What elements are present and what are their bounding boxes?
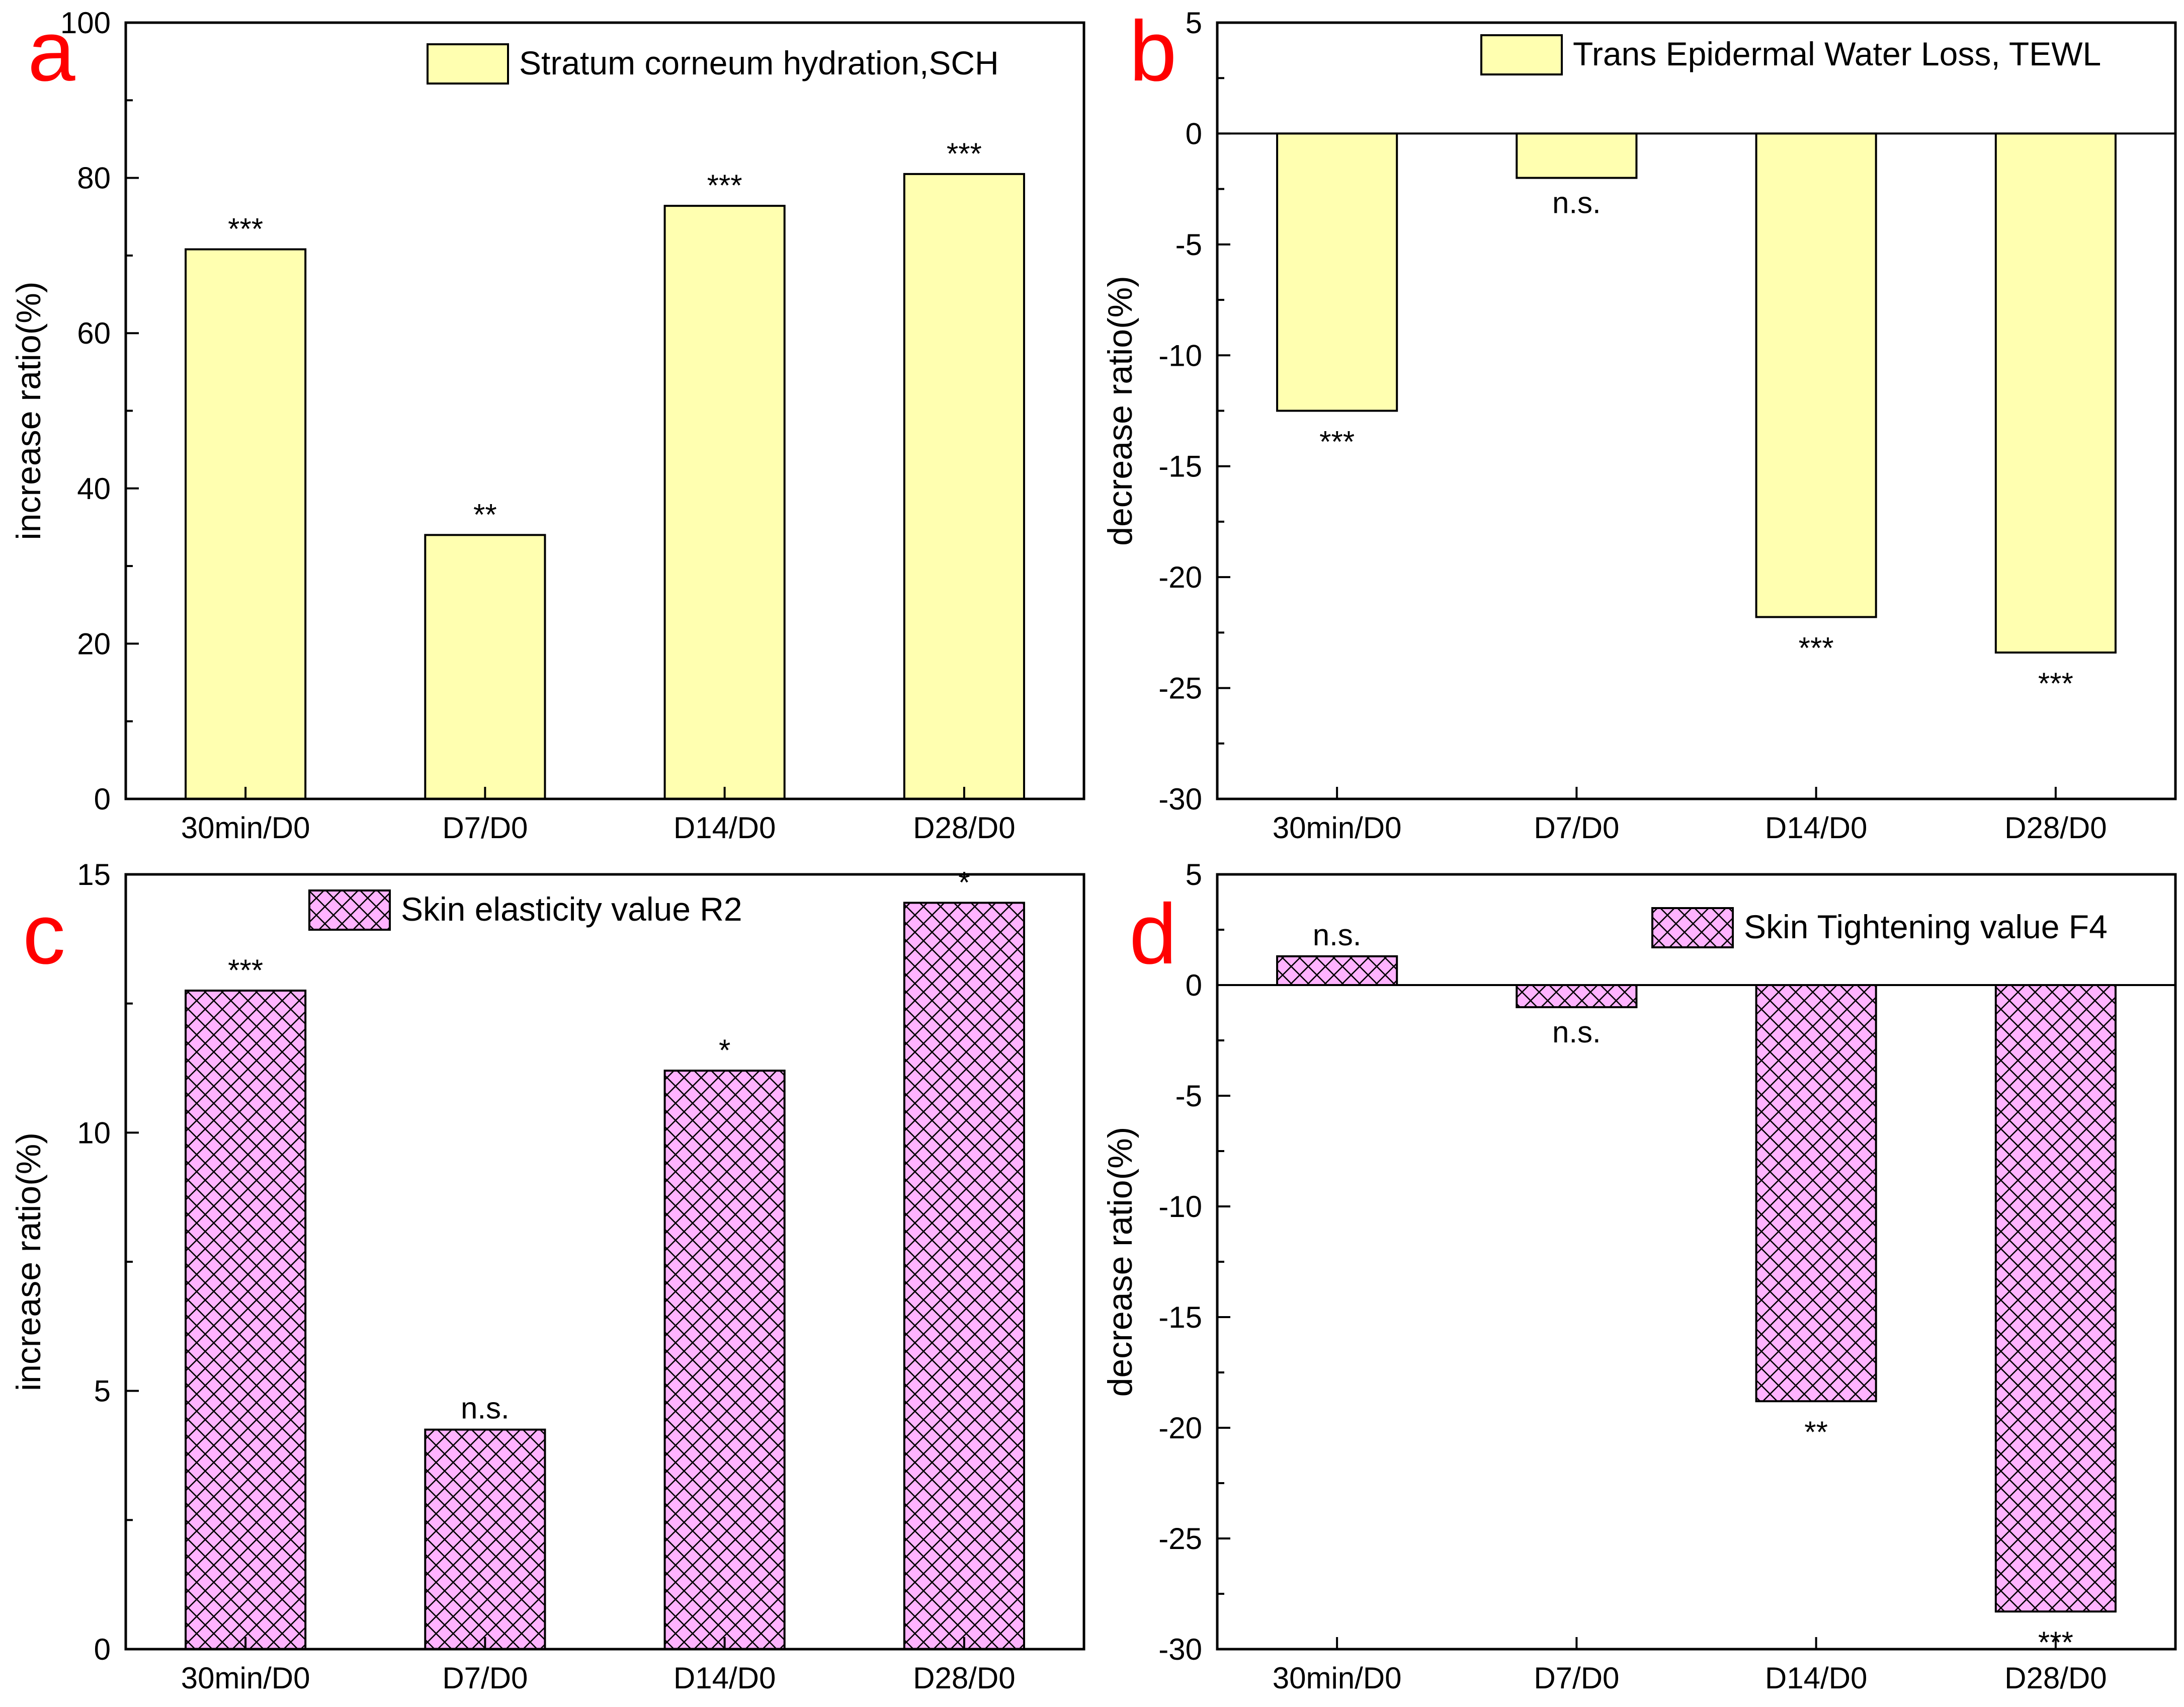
bar <box>424 1428 546 1651</box>
x-tick-label: D28/D0 <box>913 811 1015 845</box>
significance-label: * <box>719 1033 730 1067</box>
x-tick-label: D28/D0 <box>2004 1661 2107 1695</box>
significance-label: ** <box>1804 1415 1828 1449</box>
y-tick-label: -25 <box>1158 672 1202 705</box>
y-tick-label: -30 <box>1158 782 1202 816</box>
bar <box>1994 132 2117 654</box>
y-tick-label: 0 <box>1186 117 1202 150</box>
panel-letter: a <box>28 4 75 99</box>
bar <box>1994 984 2117 1613</box>
x-tick-label: D28/D0 <box>913 1661 1015 1695</box>
y-tick-label: 0 <box>94 782 111 816</box>
significance-label: *** <box>2038 667 2073 700</box>
y-tick-label: -10 <box>1158 339 1202 372</box>
significance-label: n.s. <box>1552 1015 1601 1049</box>
panel-c-chart: 0 5 10 15 30min/D0 *** D7/D0 n.s. D14/D0 * D28/D0 *… <box>10 858 1085 1695</box>
panel-b-chart: 5 0 -5 -10 -15 -20 -25 -30 30min/D0 *** D7/D0 n.s. D… <box>1101 4 2177 845</box>
significance-label: *** <box>228 953 263 987</box>
significance-label: *** <box>2038 1625 2073 1659</box>
x-tick-label: D14/D0 <box>674 811 776 845</box>
bar <box>424 534 546 800</box>
y-tick-label: -20 <box>1158 560 1202 594</box>
y-tick-label: -15 <box>1158 450 1202 483</box>
y-tick-label: 20 <box>77 627 111 661</box>
y-tick-label: 60 <box>77 316 111 350</box>
legend-label: Skin elasticity value R2 <box>401 890 742 928</box>
legend-swatch <box>308 889 391 931</box>
significance-label: n.s. <box>1313 918 1362 952</box>
y-axis-title: increase ratio(%) <box>10 282 48 540</box>
legend-label: Trans Epidermal Water Loss, TEWL <box>1573 35 2101 72</box>
significance-label: *** <box>1319 425 1355 459</box>
x-tick-label: D7/D0 <box>1534 1661 1619 1695</box>
x-tick-label: D14/D0 <box>674 1661 776 1695</box>
significance-label: n.s. <box>461 1392 510 1425</box>
legend-swatch <box>1480 34 1563 75</box>
x-tick-label: 30min/D0 <box>181 811 310 845</box>
significance-label: * <box>958 865 970 899</box>
plot-frame <box>1216 873 2177 1651</box>
x-tick-label: 30min/D0 <box>1273 811 1402 845</box>
panel-letter: b <box>1129 4 1177 99</box>
plot-frame <box>124 873 1085 1651</box>
x-tick-label: D28/D0 <box>2004 811 2107 845</box>
plot-frame <box>1216 21 2177 800</box>
legend-label: Stratum corneum hydration,SCH <box>519 44 999 82</box>
bar <box>1516 132 1638 179</box>
bar <box>185 990 307 1650</box>
panel-d-chart: 5 0 -5 -10 -15 -20 -25 -30 30min/D0 n.s. D7/D0 n.s.… <box>1101 858 2177 1695</box>
significance-label: *** <box>707 169 742 202</box>
x-tick-label: D7/D0 <box>1534 811 1619 845</box>
x-tick-label: D7/D0 <box>442 811 528 845</box>
y-tick-label: -30 <box>1158 1633 1202 1666</box>
y-tick-label: -25 <box>1158 1522 1202 1556</box>
significance-label: n.s. <box>1552 186 1601 220</box>
bar <box>1755 132 1877 618</box>
y-tick-label: 5 <box>1186 6 1202 40</box>
y-tick-label: 10 <box>77 1116 111 1150</box>
y-tick-label: 80 <box>77 161 111 195</box>
plot-frame <box>124 21 1085 800</box>
bar <box>185 248 307 800</box>
y-tick-label: -20 <box>1158 1411 1202 1445</box>
y-tick-label: 5 <box>1186 858 1202 891</box>
significance-label: ** <box>473 498 497 531</box>
bar <box>903 173 1025 800</box>
significance-label: *** <box>228 212 263 246</box>
x-tick-label: 30min/D0 <box>1273 1661 1402 1695</box>
y-tick-label: 0 <box>1186 968 1202 1002</box>
significance-label: *** <box>947 137 982 171</box>
y-tick-label: 100 <box>60 6 111 40</box>
legend-swatch <box>427 43 509 85</box>
y-tick-label: -10 <box>1158 1190 1202 1224</box>
panel-letter: c <box>23 886 65 982</box>
legend-label: Skin Tightening value F4 <box>1744 908 2108 945</box>
bar <box>1276 132 1398 412</box>
panel-a-chart: 0 20 40 60 80 100 30min/D0 *** D7/D0 ** D14/D0 *** D… <box>10 4 1085 845</box>
y-tick-label: 15 <box>77 858 111 891</box>
y-tick-label: 40 <box>77 472 111 506</box>
x-tick-label: D7/D0 <box>442 1661 528 1695</box>
y-tick-label: -15 <box>1158 1300 1202 1334</box>
y-axis-title: decrease ratio(%) <box>1101 276 1139 546</box>
panel-letter: d <box>1129 886 1177 982</box>
bar <box>1516 984 1638 1008</box>
y-tick-label: 0 <box>94 1633 111 1666</box>
bar <box>903 902 1025 1650</box>
x-tick-label: D14/D0 <box>1765 1661 1867 1695</box>
legend-swatch <box>1651 907 1734 948</box>
y-tick-label: -5 <box>1175 1079 1202 1113</box>
y-axis-title: decrease ratio(%) <box>1101 1127 1139 1397</box>
bar <box>1755 984 1877 1403</box>
x-tick-label: D14/D0 <box>1765 811 1867 845</box>
bar <box>1276 955 1398 987</box>
significance-label: *** <box>1799 631 1834 665</box>
y-tick-label: 5 <box>94 1374 111 1408</box>
y-tick-label: -5 <box>1175 228 1202 262</box>
y-axis-title: increase ratio(%) <box>10 1132 48 1391</box>
bar <box>663 1070 786 1650</box>
x-tick-label: 30min/D0 <box>181 1661 310 1695</box>
bar <box>663 205 786 800</box>
